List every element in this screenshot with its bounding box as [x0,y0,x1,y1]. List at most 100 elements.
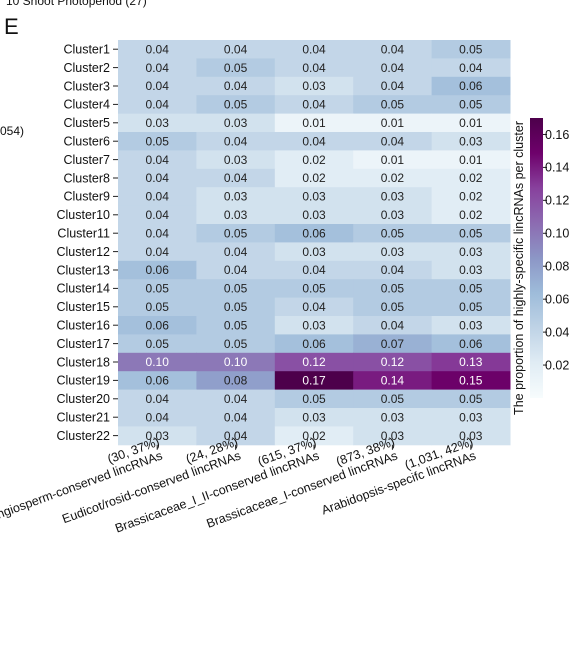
heatmap-cell [274,352,354,372]
cell-value-label: 0.04 [146,208,170,222]
cell-value-label: 0.17 [302,374,326,388]
heatmap-cell [353,426,433,446]
row-label: Cluster4 [63,98,110,112]
cell-value-label: 0.03 [459,429,483,443]
heatmap-cell [353,113,433,133]
heatmap-cell [118,132,197,151]
cell-value-label: 0.04 [302,61,326,75]
cell-value-label: 0.04 [146,171,170,185]
heatmap-cell [431,113,511,133]
heatmap-cell [118,316,197,335]
cropped-side-text: 054) [0,124,25,138]
heatmap-cell [353,334,433,354]
heatmap-cell [196,95,276,115]
heatmap-cell [431,205,511,225]
cell-value-label: 0.04 [146,190,170,204]
heatmap-cell [196,242,276,262]
heatmap-cell [353,58,433,78]
cell-value-label: 0.04 [224,134,248,148]
panel-letter: E [4,14,19,39]
cell-value-label: 0.02 [302,171,326,185]
cell-value-label: 0.07 [381,337,405,351]
colorbar-tick-label: 0.04 [545,325,569,339]
heatmap-cell [196,371,276,391]
cell-value-label: 0.03 [302,79,326,93]
cell-value-label: 0.06 [146,318,170,332]
row-label: Cluster22 [57,429,111,443]
cell-value-label: 0.05 [459,392,483,406]
heatmap-cell [274,426,354,446]
cell-value-label: 0.05 [224,61,248,75]
cell-value-label: 0.02 [381,171,405,185]
colorbar-tick-label: 0.02 [545,358,569,372]
cell-value-label: 0.04 [381,318,405,332]
heatmap-cell [353,168,433,188]
heatmap-cell [118,279,197,299]
cell-value-label: 0.06 [146,374,170,388]
cell-value-label: 0.14 [381,374,405,388]
heatmap-cell [196,113,276,133]
heatmap-cell [118,242,197,262]
heatmap-cell [353,76,433,96]
cell-value-label: 0.04 [224,263,248,277]
cell-value-label: 0.03 [381,245,405,259]
cell-value-label: 0.04 [381,79,405,93]
cell-value-label: 0.04 [146,42,170,56]
cell-value-label: 0.05 [224,337,248,351]
heatmap-cell [274,389,354,409]
heatmap-cell [431,389,511,409]
cell-value-label: 0.06 [146,263,170,277]
heatmap-cell [118,224,197,243]
cell-value-label: 0.05 [302,392,326,406]
cell-value-label: 0.01 [381,153,405,167]
cell-value-label: 0.04 [224,42,248,56]
heatmap-cell [274,113,354,133]
cell-value-label: 0.04 [381,263,405,277]
heatmap-cell [118,113,197,133]
cell-value-label: 0.05 [224,300,248,314]
heatmap-cell [274,297,354,317]
heatmap-cell [431,187,511,207]
cell-value-label: 0.03 [224,116,248,130]
heatmap-cell [353,279,433,299]
row-label: Cluster15 [57,300,111,314]
cell-value-label: 0.02 [459,190,483,204]
heatmap-cell [196,316,276,335]
cell-value-label: 0.05 [381,392,405,406]
row-label: Cluster9 [63,190,110,204]
heatmap-cell [196,76,276,96]
row-label: Cluster12 [57,245,111,259]
heatmap-cell [196,150,276,170]
heatmap-cell [431,40,511,59]
row-label: Cluster7 [63,153,110,167]
cell-value-label: 0.04 [146,61,170,75]
heatmap-cell [353,389,433,409]
cell-value-label: 0.05 [146,300,170,314]
heatmap-cell [196,297,276,317]
heatmap-cell [431,132,511,151]
row-label: Cluster13 [57,263,111,277]
colorbar-tick-label: 0.16 [545,128,569,142]
heatmap-cell [431,426,511,446]
row-label: Cluster10 [57,208,111,222]
row-label: Cluster16 [57,319,111,333]
heatmap-cell [118,408,197,427]
cell-value-label: 0.02 [302,429,326,443]
cell-value-label: 0.04 [224,392,248,406]
heatmap-cell [196,260,276,280]
row-label: Cluster19 [57,374,111,388]
cell-value-label: 0.06 [459,337,483,351]
cell-value-label: 0.10 [146,355,170,369]
row-label: Cluster20 [57,392,111,406]
colorbar: 0.02 0.04 0.06 0.08 0.10 0.12 0.14 0.16 The prop… [512,118,569,415]
cell-value-label: 0.05 [381,226,405,240]
heatmap-cell [353,352,433,372]
cell-value-label: 0.05 [459,98,483,112]
cell-value-label: 0.04 [146,410,170,424]
heatmap-cell [353,260,433,280]
heatmap-cell [196,426,276,446]
row-label: Cluster11 [57,227,110,241]
heatmap-cell [353,95,433,115]
heatmap-cell [118,371,197,391]
